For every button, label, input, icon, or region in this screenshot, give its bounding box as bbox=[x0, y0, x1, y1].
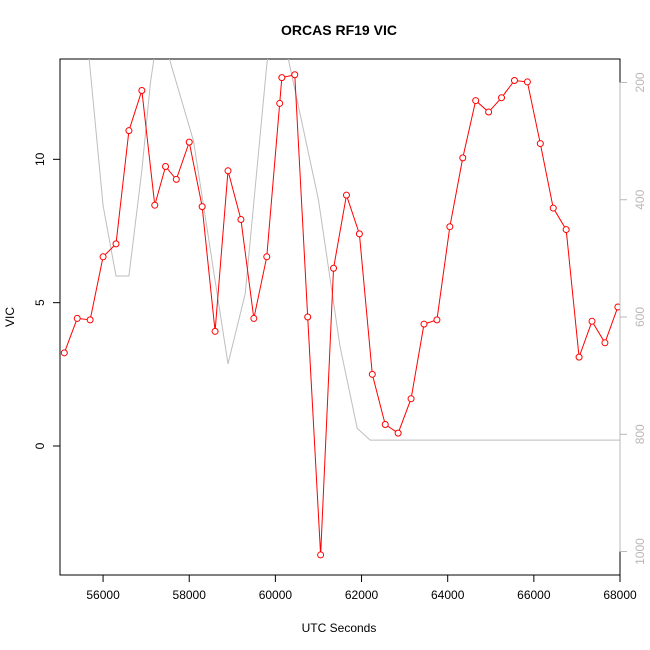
primary-series-point bbox=[86, 316, 94, 324]
primary-series-point bbox=[446, 223, 454, 231]
primary-series-point bbox=[498, 94, 506, 102]
y-tick-label: 5 bbox=[33, 299, 47, 306]
x-axis: 56000 58000 60000 62000 64000 66000 68000 bbox=[86, 574, 637, 602]
primary-series-layer bbox=[60, 71, 620, 559]
y-tick-label: 0 bbox=[33, 442, 47, 449]
primary-series-point bbox=[73, 314, 81, 322]
primary-series-point bbox=[263, 253, 271, 261]
primary-series-point bbox=[368, 370, 376, 378]
primary-series-point bbox=[185, 138, 193, 146]
primary-series-point bbox=[575, 353, 583, 361]
primary-series-point bbox=[99, 253, 107, 261]
primary-series-point bbox=[601, 339, 609, 347]
y2-tick-label: 600 bbox=[633, 307, 647, 327]
primary-series-point bbox=[523, 78, 531, 86]
x-tick-label: 58000 bbox=[173, 588, 207, 602]
primary-series-point bbox=[536, 140, 544, 148]
primary-series-point bbox=[510, 77, 518, 84]
primary-series-point bbox=[172, 175, 180, 183]
primary-series-point bbox=[317, 551, 325, 559]
primary-series-point bbox=[342, 191, 350, 199]
primary-series-point bbox=[138, 87, 146, 95]
secondary-series-line bbox=[88, 59, 620, 441]
primary-series-point bbox=[112, 240, 120, 248]
primary-series-point bbox=[304, 313, 312, 321]
x-tick-label: 62000 bbox=[345, 588, 379, 602]
y-axis-label: VIC bbox=[3, 307, 17, 327]
primary-series-point bbox=[162, 163, 170, 170]
primary-series-point bbox=[472, 97, 480, 105]
x-tick-label: 68000 bbox=[603, 588, 637, 602]
primary-series-point bbox=[355, 230, 363, 238]
y2-tick-label: 1000 bbox=[633, 538, 647, 565]
y-axis-left: 0 5 10 bbox=[33, 152, 61, 449]
primary-series-point bbox=[420, 320, 428, 328]
primary-series-point bbox=[60, 349, 68, 357]
primary-series-point bbox=[211, 327, 219, 335]
y2-tick-label: 400 bbox=[633, 189, 647, 209]
primary-series-point bbox=[250, 314, 258, 322]
x-tick-label: 66000 bbox=[517, 588, 551, 602]
primary-series-point bbox=[459, 154, 467, 162]
primary-series-point bbox=[224, 167, 232, 175]
primary-series-point bbox=[237, 216, 245, 224]
primary-series-point bbox=[198, 203, 206, 211]
primary-series-point bbox=[549, 204, 557, 212]
y-axis-right: 200 400 600 800 1000 bbox=[619, 72, 647, 565]
x-axis-label: UTC Seconds bbox=[302, 621, 377, 635]
primary-series-point bbox=[291, 71, 299, 79]
secondary-series-layer bbox=[88, 59, 620, 441]
chart-title: ORCAS RF19 VIC bbox=[281, 22, 397, 38]
y2-tick-label: 800 bbox=[633, 424, 647, 444]
primary-series-point bbox=[125, 127, 133, 135]
plot-frame bbox=[59, 58, 621, 576]
x-tick-label: 64000 bbox=[431, 588, 465, 602]
y-tick-label: 10 bbox=[33, 152, 47, 166]
primary-series-point bbox=[278, 74, 286, 82]
primary-series-point bbox=[562, 226, 570, 234]
primary-series-line bbox=[63, 74, 619, 555]
primary-series-point bbox=[433, 316, 441, 324]
primary-series-point bbox=[151, 201, 159, 209]
primary-series-point bbox=[588, 317, 596, 325]
x-tick-label: 60000 bbox=[259, 588, 293, 602]
y2-tick-label: 200 bbox=[633, 72, 647, 92]
primary-series-point bbox=[614, 303, 620, 311]
primary-series-point bbox=[407, 395, 415, 403]
primary-series-point bbox=[485, 108, 493, 116]
primary-series-point bbox=[381, 421, 389, 428]
x-tick-label: 56000 bbox=[86, 588, 120, 602]
primary-series-point bbox=[330, 264, 338, 272]
primary-series-point bbox=[394, 429, 402, 437]
primary-series-point bbox=[276, 99, 284, 107]
